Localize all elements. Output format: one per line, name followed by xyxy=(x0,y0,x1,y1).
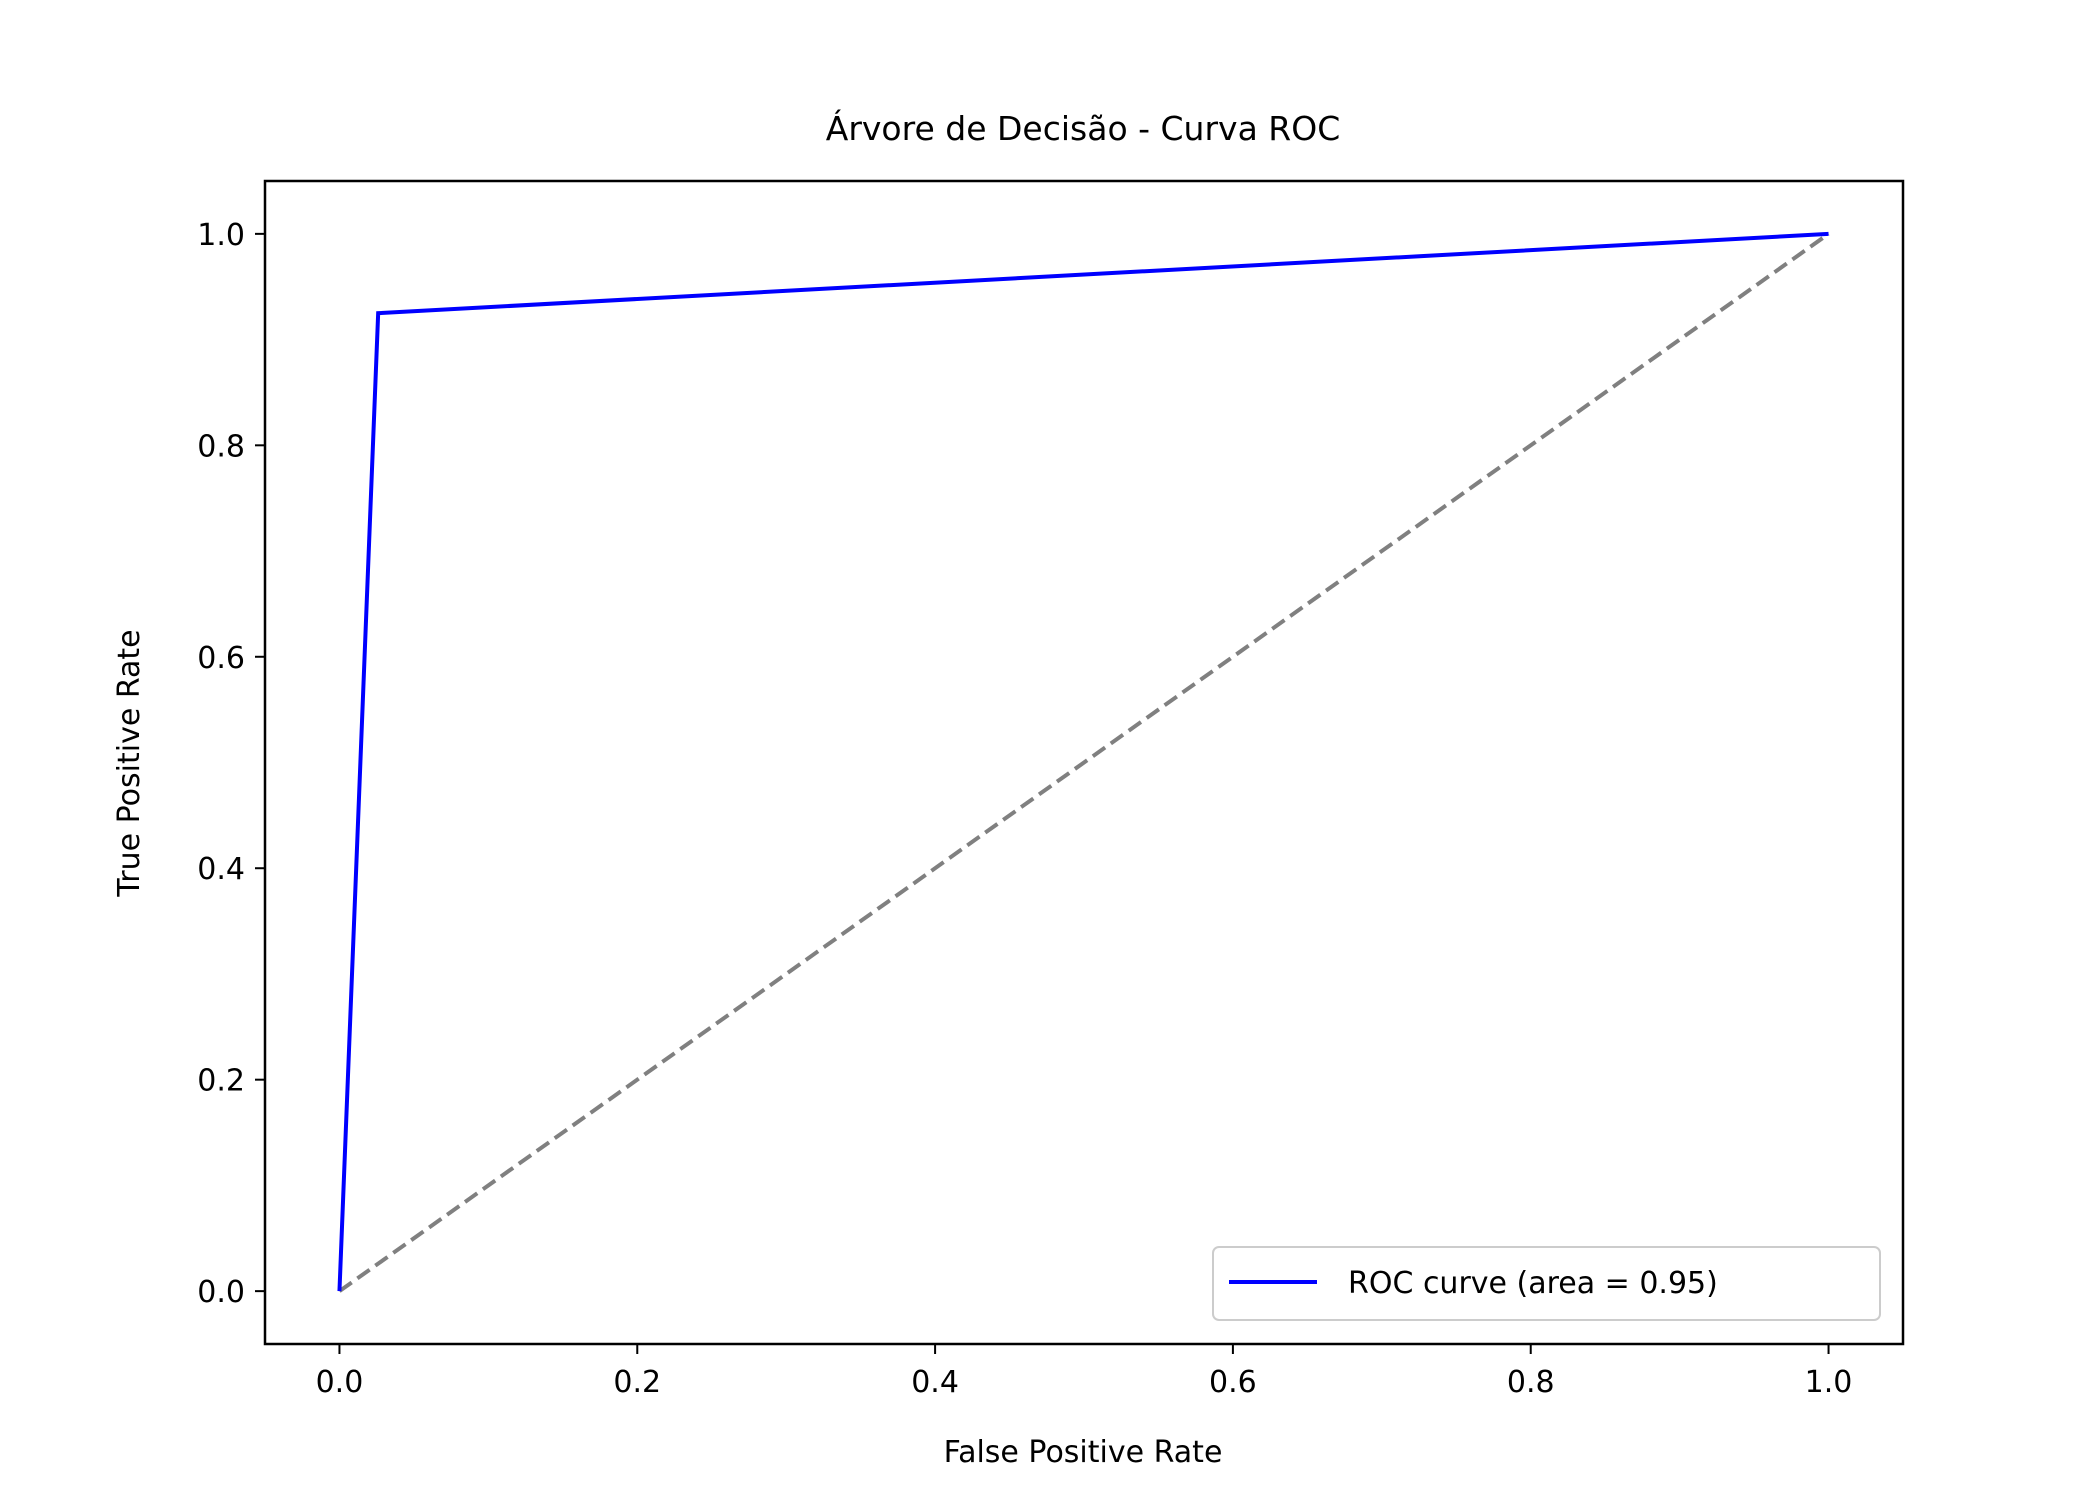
x-tick-label: 0.8 xyxy=(1507,1365,1555,1400)
y-axis-ticks: 0.0 0.2 0.4 0.6 0.8 1.0 xyxy=(197,218,265,1310)
legend: ROC curve (area = 0.95) xyxy=(1212,1246,1881,1321)
x-tick-label: 0.4 xyxy=(911,1365,959,1400)
x-tick-label: 0.6 xyxy=(1209,1365,1257,1400)
x-tick-label: 0.2 xyxy=(613,1365,661,1400)
y-tick-label: 0.8 xyxy=(197,429,245,464)
chart-title: Árvore de Decisão - Curva ROC xyxy=(826,108,1340,148)
legend-label-roc-curve: ROC curve (area = 0.95) xyxy=(1348,1266,1718,1301)
x-axis-ticks: 0.0 0.2 0.4 0.6 0.8 1.0 xyxy=(316,1344,1853,1400)
x-tick-label: 1.0 xyxy=(1805,1365,1853,1400)
y-tick-label: 0.6 xyxy=(197,641,245,676)
roc-curve-line xyxy=(337,231,1829,1292)
series-layer xyxy=(337,231,1830,1293)
y-axis-label: True Positive Rate xyxy=(112,629,147,897)
y-tick-label: 0.0 xyxy=(197,1275,245,1310)
x-tick-label: 0.0 xyxy=(316,1365,364,1400)
y-tick-label: 0.2 xyxy=(197,1064,245,1099)
diagonal-reference-line xyxy=(338,232,1830,1293)
plot-frame xyxy=(263,179,1905,1346)
legend-box xyxy=(1212,1246,1881,1321)
y-tick-label: 0.4 xyxy=(197,852,245,887)
y-tick-label: 1.0 xyxy=(197,218,245,253)
x-axis-label: False Positive Rate xyxy=(944,1435,1223,1470)
